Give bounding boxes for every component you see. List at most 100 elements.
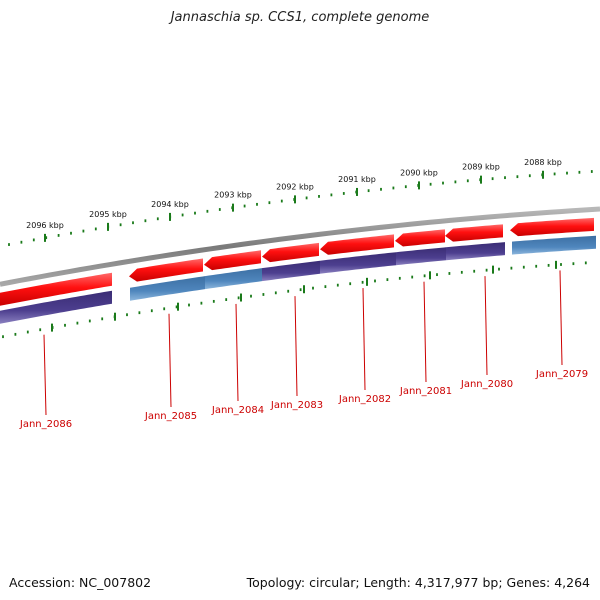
gene-label: Jann_2081 [399,386,452,397]
gene-label: Jann_2082 [338,394,391,405]
minor-tick [429,182,432,186]
gene-leader-line [362,288,366,391]
minor-tick [250,294,252,298]
major-tick [107,222,109,231]
cds-band [396,247,446,266]
minor-tick [491,177,494,181]
minor-tick [256,202,258,206]
kbp-label: 2088 kbp [524,158,562,167]
minor-tick [411,275,414,279]
kbp-label: 2092 kbp [276,182,314,191]
minor-tick [150,309,153,313]
minor-tick [566,171,568,175]
major-tick [169,212,171,221]
minor-tick [324,285,327,289]
genome-title: Jannaschia sp. CCS1, complete genome [170,10,430,25]
minor-tick [194,211,196,215]
cds-arrow [445,224,503,242]
minor-tick [70,231,72,235]
major-tick [44,233,46,242]
minor-tick [206,209,209,213]
cds-arrow [0,272,112,306]
minor-tick [367,189,370,193]
gene-leader-line [423,281,427,383]
minor-tick [32,238,35,242]
major-tick [480,175,482,184]
gene-leader-line [484,276,488,376]
cds-bands [0,235,596,324]
major-tick [366,277,368,286]
major-tick [232,203,234,212]
gene-leader-line [43,334,47,416]
minor-tick [138,311,141,315]
minor-tick [280,199,283,203]
minor-tick [336,283,339,287]
minor-tick [39,328,42,332]
minor-tick [82,229,85,233]
minor-tick [473,269,476,273]
minor-tick [423,274,426,278]
minor-tick [8,243,10,246]
kbp-label: 2089 kbp [462,163,500,172]
minor-tick [392,186,395,190]
cds-band [262,260,320,282]
minor-tick [436,273,438,277]
minor-tick [237,296,240,300]
major-tick [294,195,296,204]
cds-arrow [262,242,319,263]
minor-tick [274,291,277,295]
minor-tick [522,265,525,269]
gene-label: Jann_2084 [211,405,264,416]
major-tick [542,170,544,179]
minor-tick [305,196,308,200]
minor-tick [454,180,457,184]
minor-tick [188,303,190,307]
cds-band [0,290,112,324]
minor-tick [460,270,463,274]
minor-tick [181,213,184,217]
gene-label: Jann_2083 [270,400,323,411]
minor-tick [156,217,159,221]
minor-tick [349,282,352,286]
minor-tick [2,335,4,339]
minor-tick [448,272,451,275]
accession-text: Accession: NC_007802 [9,575,152,590]
minor-tick [361,280,364,284]
kbp-label: 2090 kbp [400,168,438,177]
cds-arrow [510,217,594,237]
major-tick [240,293,242,302]
gene-label: Jann_2085 [144,411,197,422]
major-tick [555,260,557,269]
minor-tick [510,266,513,270]
minor-tick [101,317,104,321]
minor-tick [516,175,519,179]
minor-tick [225,298,228,301]
gene-label: Jann_2079 [535,369,588,380]
minor-tick [57,234,60,237]
minor-tick [560,263,562,266]
minor-tick [45,236,48,240]
minor-tick [442,181,444,185]
gene-label: Jann_2080 [460,379,513,390]
kbp-label: 2094 kbp [151,200,189,209]
minor-tick [572,262,575,266]
minor-tick [76,321,79,325]
gene-leader-line [235,303,239,402]
minor-tick [466,179,469,183]
minor-tick [218,208,221,211]
outer-scale-ticks [8,170,593,246]
minor-tick [243,204,246,208]
kbp-label: 2095 kbp [89,210,127,219]
minor-tick [268,201,271,205]
backbone-line [0,206,600,287]
minor-tick [380,187,382,191]
minor-tick [14,332,17,336]
gene-leader-line [294,296,298,397]
minor-tick [342,192,345,195]
kbp-label: 2091 kbp [338,175,376,184]
minor-tick [374,279,376,283]
minor-tick [312,286,314,290]
minor-tick [330,193,333,197]
minor-tick [404,185,407,189]
